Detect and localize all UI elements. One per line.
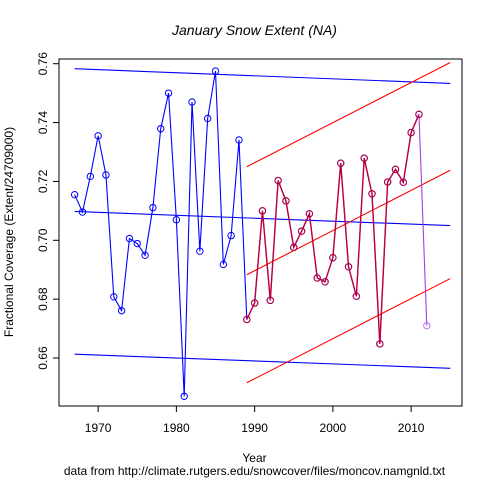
data-point bbox=[407, 128, 415, 137]
data-point bbox=[180, 392, 188, 400]
data-point bbox=[290, 243, 298, 252]
data-point bbox=[149, 203, 157, 212]
y-tick-label: 0.70 bbox=[36, 228, 50, 252]
data-point bbox=[383, 178, 392, 186]
data-point bbox=[164, 89, 173, 97]
data-point bbox=[211, 67, 220, 75]
data-point bbox=[250, 299, 259, 307]
y-tick-label: 0.72 bbox=[36, 169, 50, 193]
y-tick-label: 0.74 bbox=[36, 111, 50, 135]
data-point bbox=[344, 263, 353, 271]
chart-title: January Snow Extent (NA) bbox=[171, 22, 337, 38]
trend-line bbox=[74, 353, 451, 369]
data-point bbox=[391, 165, 400, 174]
data-point bbox=[423, 321, 431, 330]
data-point bbox=[321, 278, 329, 286]
data-point bbox=[329, 253, 337, 262]
data-point bbox=[266, 296, 274, 305]
series-line bbox=[246, 114, 420, 344]
trend-lines bbox=[74, 62, 451, 384]
data-source-note: data from http://climate.rutgers.edu/sno… bbox=[64, 464, 446, 478]
y-axis-label: Fractional Coverage (Extent/24709000) bbox=[2, 127, 16, 337]
trend-line bbox=[246, 62, 451, 168]
data-point bbox=[297, 227, 306, 235]
data-point bbox=[227, 231, 235, 240]
x-axis: 1970 1980 1990 2000 2010 bbox=[85, 405, 425, 435]
data-point bbox=[368, 190, 376, 198]
trend-line bbox=[246, 169, 451, 276]
x-axis-label: Year bbox=[242, 451, 266, 465]
data-point bbox=[125, 234, 134, 243]
data-point bbox=[110, 293, 118, 301]
data-point bbox=[352, 292, 361, 300]
x-tick-label: 1980 bbox=[163, 421, 190, 435]
x-tick-label: 2010 bbox=[398, 421, 425, 435]
data-point bbox=[399, 178, 408, 187]
data-point bbox=[203, 114, 212, 123]
data-point bbox=[376, 340, 384, 348]
data-point bbox=[415, 110, 423, 119]
data-point bbox=[360, 154, 368, 162]
data-point bbox=[305, 210, 314, 218]
y-tick-label: 0.68 bbox=[36, 287, 50, 311]
data-point bbox=[157, 125, 165, 133]
data-point bbox=[274, 176, 282, 185]
data-point bbox=[117, 306, 126, 315]
data-point bbox=[172, 215, 181, 224]
data-point bbox=[243, 315, 251, 324]
data-point bbox=[337, 159, 345, 167]
data-point bbox=[313, 274, 321, 282]
data-point bbox=[235, 136, 243, 144]
data-point bbox=[141, 251, 149, 260]
y-axis: 0.66 0.68 0.70 0.72 0.74 0.76 bbox=[36, 52, 60, 370]
series-line bbox=[74, 70, 420, 397]
x-tick-label: 2000 bbox=[320, 421, 347, 435]
data-point bbox=[78, 208, 87, 216]
data-point bbox=[70, 190, 79, 199]
data-point bbox=[196, 247, 204, 255]
y-tick-label: 0.76 bbox=[36, 52, 50, 76]
data-point bbox=[94, 132, 102, 140]
data-point bbox=[219, 260, 228, 269]
data-point bbox=[133, 239, 141, 248]
data-point bbox=[258, 207, 267, 215]
trend-line bbox=[246, 278, 451, 384]
series-line bbox=[418, 114, 428, 326]
y-tick-label: 0.66 bbox=[36, 346, 50, 370]
x-tick-label: 1970 bbox=[85, 421, 112, 435]
data-point bbox=[282, 197, 290, 205]
series-group bbox=[70, 67, 431, 400]
trend-line bbox=[74, 68, 451, 84]
data-point bbox=[188, 98, 196, 106]
x-tick-label: 1990 bbox=[241, 421, 268, 435]
data-point bbox=[86, 172, 95, 181]
data-point bbox=[102, 171, 110, 179]
